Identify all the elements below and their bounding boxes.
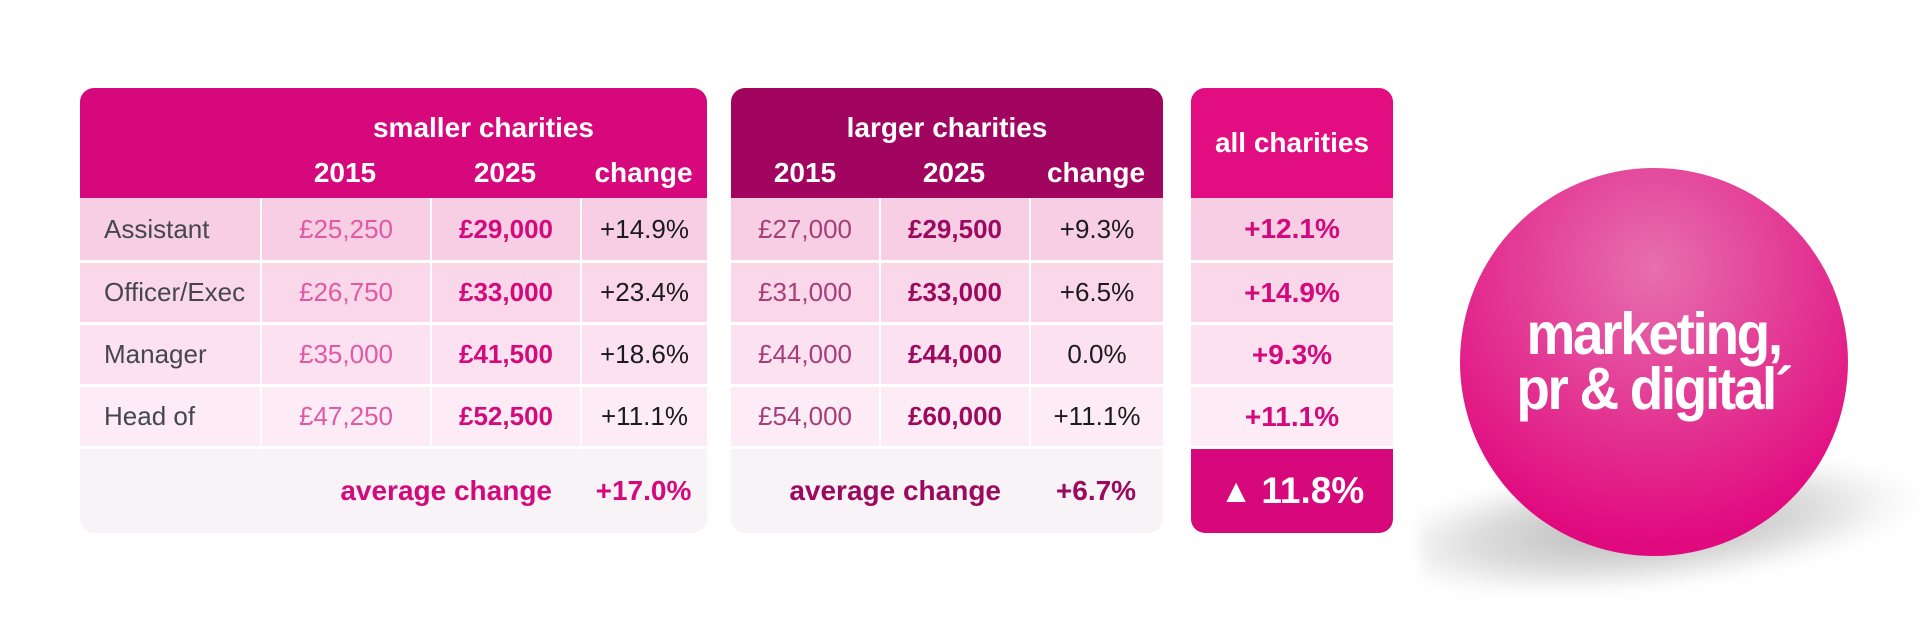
overall-change-value: 11.8% — [1261, 470, 1365, 511]
salary-2025-cell: £29,500 — [879, 198, 1029, 260]
larger-charities-body: £27,000 £29,500 +9.3% £31,000 £33,000 +6… — [731, 198, 1163, 446]
salary-2025-cell: £33,000 — [430, 263, 580, 322]
column-header-change: change — [1046, 157, 1146, 188]
column-header-2015: 2015 — [773, 157, 837, 188]
salary-2025-cell: £52,500 — [430, 387, 580, 446]
change-cell: +9.3% — [1251, 338, 1333, 370]
table-row: £31,000 £33,000 +6.5% — [731, 260, 1163, 322]
table-row: Manager £35,000 £41,500 +18.6% — [80, 322, 707, 384]
change-cell: 0.0% — [1029, 325, 1163, 384]
triangle-up-icon: ▲ — [1219, 472, 1253, 509]
table-row: Head of £47,250 £52,500 +11.1% — [80, 384, 707, 446]
all-charities-panel: all charities +12.1% +14.9% +9.3% +11.1%… — [1191, 88, 1393, 533]
larger-charities-title: larger charities — [846, 112, 1048, 143]
salary-2015-cell: £47,250 — [260, 387, 430, 446]
salary-2025-cell: £60,000 — [879, 387, 1029, 446]
salary-2015-cell: £35,000 — [260, 325, 430, 384]
overall-change-badge: ▲ 11.8% — [1191, 446, 1393, 533]
row-label: Manager — [104, 339, 207, 369]
salary-2015-cell: £44,000 — [758, 339, 852, 369]
smaller-charities-title: smaller charities — [372, 112, 595, 143]
salary-2015-cell: £54,000 — [758, 401, 852, 431]
salary-2025-cell: £33,000 — [879, 263, 1029, 322]
larger-charities-table: larger charities 2015 2025 change £27,00… — [731, 88, 1163, 533]
smaller-charities-footer: average change +17.0% — [80, 446, 707, 533]
average-change-label: average change — [789, 475, 1001, 506]
table-row: £44,000 £44,000 0.0% — [731, 322, 1163, 384]
larger-charities-footer: average change +6.7% — [731, 446, 1163, 533]
change-cell: +11.1% — [1029, 387, 1163, 446]
change-cell: +14.9% — [580, 198, 707, 260]
all-charities-body: +12.1% +14.9% +9.3% +11.1% — [1191, 198, 1393, 446]
column-header-2025: 2025 — [922, 157, 986, 188]
salary-2025-cell: £44,000 — [879, 325, 1029, 384]
change-cell: +11.1% — [580, 387, 707, 446]
salary-2015-cell: £26,750 — [260, 263, 430, 322]
change-cell: +18.6% — [580, 325, 707, 384]
larger-charities-column-headers: 2015 2025 change — [731, 148, 1163, 198]
table-row: £27,000 £29,500 +9.3% — [731, 198, 1163, 260]
table-row: £54,000 £60,000 +11.1% — [731, 384, 1163, 446]
change-cell: +23.4% — [580, 263, 707, 322]
logo-line-2: pr & digital´ — [1516, 356, 1794, 422]
salary-2015-cell: £25,250 — [260, 198, 430, 260]
salary-2025-cell: £41,500 — [430, 325, 580, 384]
logo-text: marketing, pr & digital´ — [1516, 300, 1794, 422]
smaller-charities-header: smaller charities 2015 2025 change — [80, 88, 707, 198]
column-header-2015: 2015 — [313, 157, 377, 188]
smaller-charities-column-headers: 2015 2025 change — [80, 148, 707, 198]
smaller-charities-table: smaller charities 2015 2025 change Assis… — [80, 88, 707, 533]
row-label: Assistant — [104, 213, 210, 244]
column-header-2025: 2025 — [473, 157, 537, 188]
salary-2015-cell: £27,000 — [758, 213, 852, 244]
change-cell: +12.1% — [1244, 213, 1340, 244]
row-label: Officer/Exec — [104, 277, 246, 307]
table-row: Assistant £25,250 £29,000 +14.9% — [80, 198, 707, 260]
table-row: +9.3% — [1191, 322, 1393, 384]
average-change-value: +6.7% — [1055, 475, 1137, 506]
salary-2025-cell: £29,000 — [430, 198, 580, 260]
row-label: Head of — [104, 401, 196, 431]
marketing-pr-digital-logo: marketing, pr & digital´ — [1460, 168, 1848, 556]
change-cell: +14.9% — [1244, 276, 1340, 308]
logo-line-1: marketing, — [1526, 300, 1784, 367]
all-charities-header: all charities — [1191, 88, 1393, 198]
change-cell: +6.5% — [1029, 263, 1163, 322]
table-row: +12.1% — [1191, 198, 1393, 260]
table-row: +11.1% — [1191, 384, 1393, 446]
larger-charities-header: larger charities 2015 2025 change — [731, 88, 1163, 198]
table-row: +14.9% — [1191, 260, 1393, 322]
column-header-change: change — [594, 157, 693, 188]
average-change-value: +17.0% — [595, 475, 692, 506]
table-row: Officer/Exec £26,750 £33,000 +23.4% — [80, 260, 707, 322]
change-cell: +9.3% — [1029, 198, 1163, 260]
salary-2015-cell: £31,000 — [758, 277, 852, 307]
average-change-label: average change — [340, 475, 552, 506]
smaller-charities-body: Assistant £25,250 £29,000 +14.9% Officer… — [80, 198, 707, 446]
change-cell: +11.1% — [1244, 400, 1340, 432]
